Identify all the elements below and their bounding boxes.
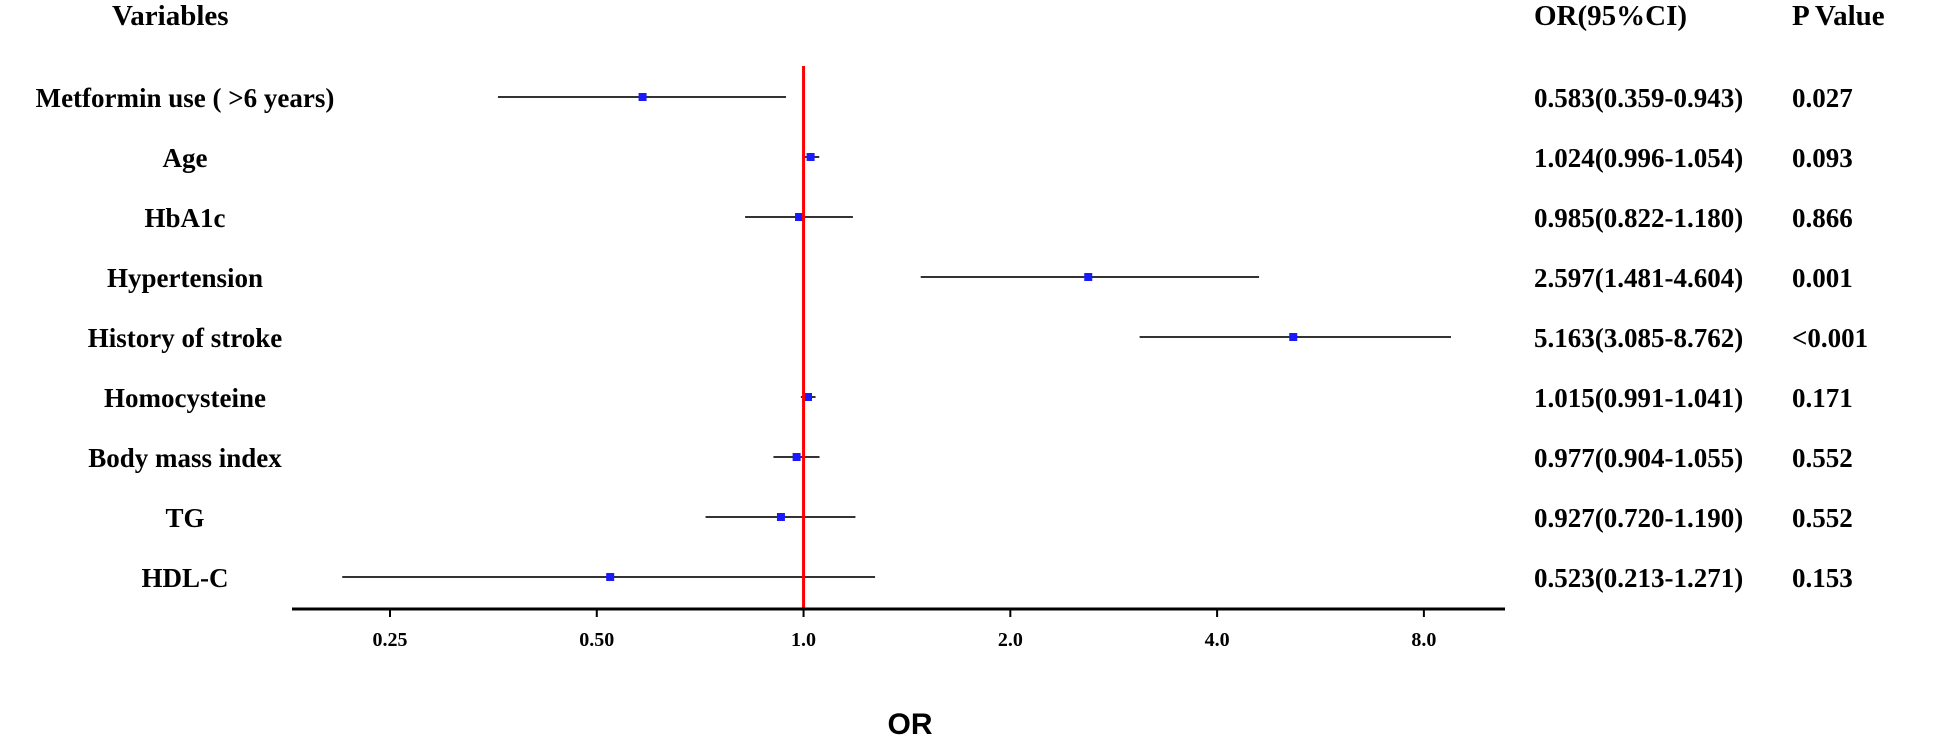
row-variable-label: Body mass index [88,443,282,473]
row-p-value: 0.001 [1792,263,1853,293]
forest-row: HDL-C 0.523(0.213-1.271) 0.153 [142,563,1853,593]
row-or-ci: 0.583(0.359-0.943) [1534,83,1743,113]
row-variable-label: Age [163,143,208,173]
row-or-ci: 2.597(1.481-4.604) [1534,263,1743,293]
x-tick-label: 8.0 [1411,629,1436,651]
row-variable-label: History of stroke [88,323,282,353]
row-p-value: 0.866 [1792,203,1853,233]
or-point [606,573,615,581]
x-axis-label: OR [888,708,933,741]
row-variable-label: Metformin use ( >6 years) [36,83,335,113]
row-or-ci: 0.985(0.822-1.180) [1534,203,1743,233]
row-or-ci: 1.024(0.996-1.054) [1534,143,1743,173]
forest-row: Age 1.024(0.996-1.054) 0.093 [163,143,1853,173]
forest-row: Homocysteine 1.015(0.991-1.041) 0.171 [104,383,1853,413]
table-headers: Variables OR(95%CI) P Value [112,0,1885,32]
forest-row: TG 0.927(0.720-1.190) 0.552 [165,503,1852,533]
or-point [795,213,804,221]
forest-row: Metformin use ( >6 years) 0.583(0.359-0.9… [36,83,1853,113]
row-variable-label: HbA1c [145,203,226,233]
x-axis: 0.25 0.50 1.0 2.0 4.0 8.0 [292,607,1505,651]
forest-row: History of stroke 5.163(3.085-8.762) <0.00… [88,323,1868,353]
or-point [803,393,812,401]
forest-rows: Metformin use ( >6 years) 0.583(0.359-0.9… [36,83,1869,593]
or-point [1084,273,1093,281]
x-tick-label: 4.0 [1205,629,1230,651]
row-p-value: <0.001 [1792,323,1868,353]
row-p-value: 0.552 [1792,503,1853,533]
row-or-ci: 0.523(0.213-1.271) [1534,563,1743,593]
or-point [638,93,647,101]
or-point [806,153,815,161]
header-or-ci: OR(95%CI) [1534,0,1687,32]
row-or-ci: 1.015(0.991-1.041) [1534,383,1743,413]
forest-row: HbA1c 0.985(0.822-1.180) 0.866 [145,203,1853,233]
row-or-ci: 0.977(0.904-1.055) [1534,443,1743,473]
row-variable-label: HDL-C [142,563,229,593]
forest-row: Body mass index 0.977(0.904-1.055) 0.552 [88,443,1853,473]
x-tick-label: 0.25 [372,629,407,651]
or-point [792,453,801,461]
header-variables: Variables [112,0,229,32]
row-p-value: 0.093 [1792,143,1853,173]
row-variable-label: TG [165,503,204,533]
row-p-value: 0.552 [1792,443,1853,473]
row-variable-label: Homocysteine [104,383,266,413]
forest-row: Hypertension 2.597(1.481-4.604) 0.001 [107,263,1853,293]
row-p-value: 0.027 [1792,83,1853,113]
or-point [776,513,785,521]
header-p-value: P Value [1792,0,1885,32]
row-p-value: 0.153 [1792,563,1853,593]
row-or-ci: 0.927(0.720-1.190) [1534,503,1743,533]
row-or-ci: 5.163(3.085-8.762) [1534,323,1743,353]
x-tick-label: 0.50 [579,629,614,651]
or-point [1289,333,1298,341]
x-tick-label: 2.0 [998,629,1023,651]
row-variable-label: Hypertension [107,263,263,293]
row-p-value: 0.171 [1792,383,1853,413]
x-tick-label: 1.0 [791,629,816,651]
